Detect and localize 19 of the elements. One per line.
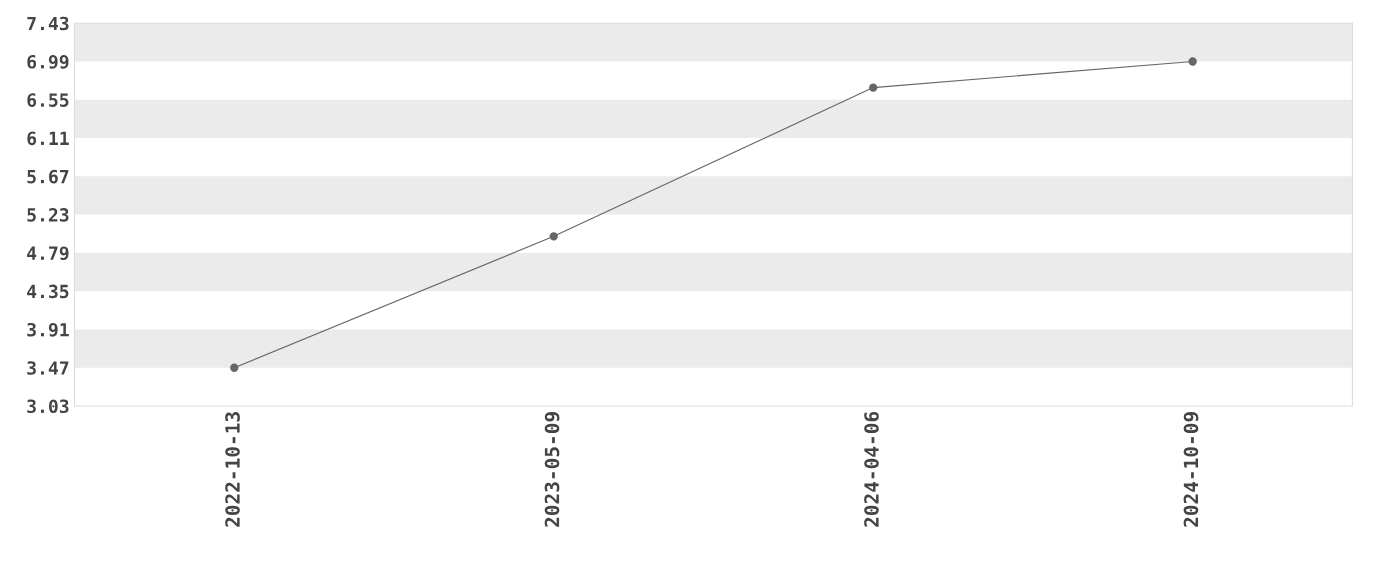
y-tick-label: 5.23	[27, 208, 69, 222]
y-tick-label: 7.43	[27, 16, 69, 31]
x-tick-label: 2022-10-13	[225, 412, 240, 527]
x-tick-label: 2024-04-06	[864, 411, 879, 527]
y-tick-label: 4.35	[27, 284, 69, 299]
y-tick-label: 3.03	[27, 399, 69, 414]
y-tick-label: 6.99	[27, 54, 69, 69]
y-tick-label: 6.11	[27, 131, 69, 146]
x-tick-label: 2024-10-09	[1183, 412, 1199, 527]
point	[869, 83, 878, 92]
y-tick-label: 4.79	[27, 246, 69, 261]
x-tick-label: 2023-05-09	[544, 412, 560, 527]
point	[1188, 57, 1197, 66]
y-tick-label: 6.55	[27, 93, 69, 107]
point	[230, 363, 239, 372]
y-tick-label: 3.47	[27, 361, 69, 375]
point	[549, 232, 558, 241]
y-tick-label: 3.91	[27, 322, 69, 337]
y-tick-label: 5.67	[27, 169, 69, 184]
